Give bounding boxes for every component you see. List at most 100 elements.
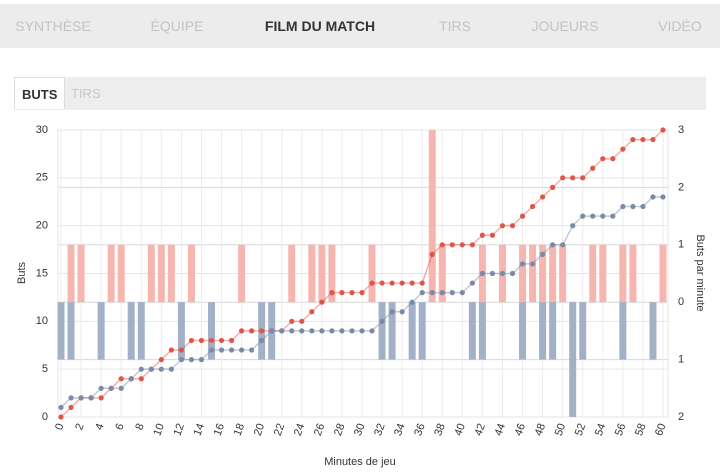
x-tick-label: 34 xyxy=(392,422,407,438)
line-point xyxy=(580,175,586,181)
bar xyxy=(529,244,537,303)
nav-tab[interactable]: JOUEURS xyxy=(531,18,599,34)
line-point xyxy=(449,290,455,296)
x-tick-label: 6 xyxy=(113,422,126,432)
nav-tab[interactable]: VIDÉO xyxy=(658,18,702,34)
line-point xyxy=(509,223,516,229)
bar xyxy=(649,302,657,360)
x-tick-label: 4 xyxy=(93,422,106,432)
x-tick-label: 38 xyxy=(432,422,447,438)
x-tick-label: 58 xyxy=(633,422,648,438)
line-point xyxy=(329,328,335,334)
bar xyxy=(137,302,145,360)
line-point xyxy=(319,299,325,305)
x-tick-label: 0 xyxy=(53,422,66,432)
line-point xyxy=(660,127,666,133)
line-point xyxy=(499,223,506,229)
y-tick-label: 15 xyxy=(36,267,48,279)
sub-tab[interactable]: BUTS xyxy=(14,77,66,109)
line-point xyxy=(178,347,184,353)
y-tick-label: 0 xyxy=(42,411,48,423)
y-tick-label: 20 xyxy=(36,220,48,232)
nav-tab[interactable]: FILM DU MATCH xyxy=(264,18,376,34)
line-point xyxy=(128,376,134,382)
line-point xyxy=(228,337,235,344)
x-tick-label: 48 xyxy=(533,422,548,438)
line-point xyxy=(88,395,94,401)
x-tick-label: 18 xyxy=(232,422,247,438)
line-point xyxy=(600,213,606,219)
line-point xyxy=(529,261,536,267)
y-tick-label: 30 xyxy=(36,124,48,136)
line-point xyxy=(309,309,315,315)
bar xyxy=(167,244,175,303)
line-point xyxy=(349,328,355,334)
line-point xyxy=(650,194,656,200)
line-point xyxy=(429,251,435,257)
line-point xyxy=(610,156,616,162)
x-tick-label: 56 xyxy=(613,422,628,438)
line-point xyxy=(590,165,596,171)
bar xyxy=(539,302,547,360)
line-point xyxy=(640,136,646,143)
y2-tick-label: 3 xyxy=(678,124,684,136)
line-point xyxy=(479,270,485,277)
x-tick-label: 26 xyxy=(312,422,327,438)
bar xyxy=(368,244,376,303)
line-point xyxy=(148,366,154,372)
x-tick-label: 30 xyxy=(352,422,367,438)
line-point xyxy=(118,385,124,391)
line-point xyxy=(499,270,506,277)
line-point xyxy=(138,366,144,372)
bar xyxy=(147,244,155,303)
line-point xyxy=(369,328,375,334)
line-point xyxy=(329,290,335,296)
x-tick-label: 12 xyxy=(171,422,186,438)
bar xyxy=(619,244,627,303)
line-point xyxy=(208,347,215,353)
bar xyxy=(67,302,75,360)
line-point xyxy=(299,328,305,334)
bar xyxy=(549,302,557,360)
line-point xyxy=(68,395,74,401)
nav-tab[interactable]: SYNTHÈSE xyxy=(15,18,91,34)
line-point xyxy=(188,357,195,363)
bar xyxy=(589,244,597,303)
line-point xyxy=(439,242,445,248)
bar xyxy=(519,302,527,360)
line-point xyxy=(560,175,566,181)
x-tick-label: 8 xyxy=(133,422,146,432)
sub-tab[interactable]: TIRS xyxy=(71,86,101,101)
line-point xyxy=(78,395,84,401)
line-point xyxy=(309,328,315,334)
line-point xyxy=(399,309,405,315)
bar xyxy=(177,302,185,360)
line-point xyxy=(269,328,275,334)
line-point xyxy=(550,242,556,248)
line-point xyxy=(138,376,144,382)
plot-frame xyxy=(57,129,669,418)
bar xyxy=(308,244,316,303)
x-tick-label: 10 xyxy=(151,422,166,438)
y-tick-label: 10 xyxy=(36,315,48,327)
y2-axis-label: Buts par minute xyxy=(694,234,706,311)
bar xyxy=(408,302,416,360)
bar xyxy=(107,244,115,303)
y2-tick-label: 2 xyxy=(678,411,684,423)
nav-tab[interactable]: TIRS xyxy=(439,18,471,34)
nav-bar: SYNTHÈSE ÉQUIPE FILM DU MATCH TIRS JOUEU… xyxy=(0,4,720,48)
line-point xyxy=(239,347,245,353)
bar xyxy=(77,244,85,303)
bar xyxy=(127,302,135,360)
nav-tab[interactable]: ÉQUIPE xyxy=(150,18,204,34)
x-tick-label: 60 xyxy=(653,422,668,438)
x-tick-label: 28 xyxy=(332,422,347,438)
bar xyxy=(619,302,627,360)
x-tick-label: 42 xyxy=(472,422,487,438)
bar xyxy=(208,302,215,360)
line-point xyxy=(279,328,285,334)
line-point xyxy=(259,337,265,344)
bar xyxy=(67,244,75,303)
line-point xyxy=(188,337,195,344)
